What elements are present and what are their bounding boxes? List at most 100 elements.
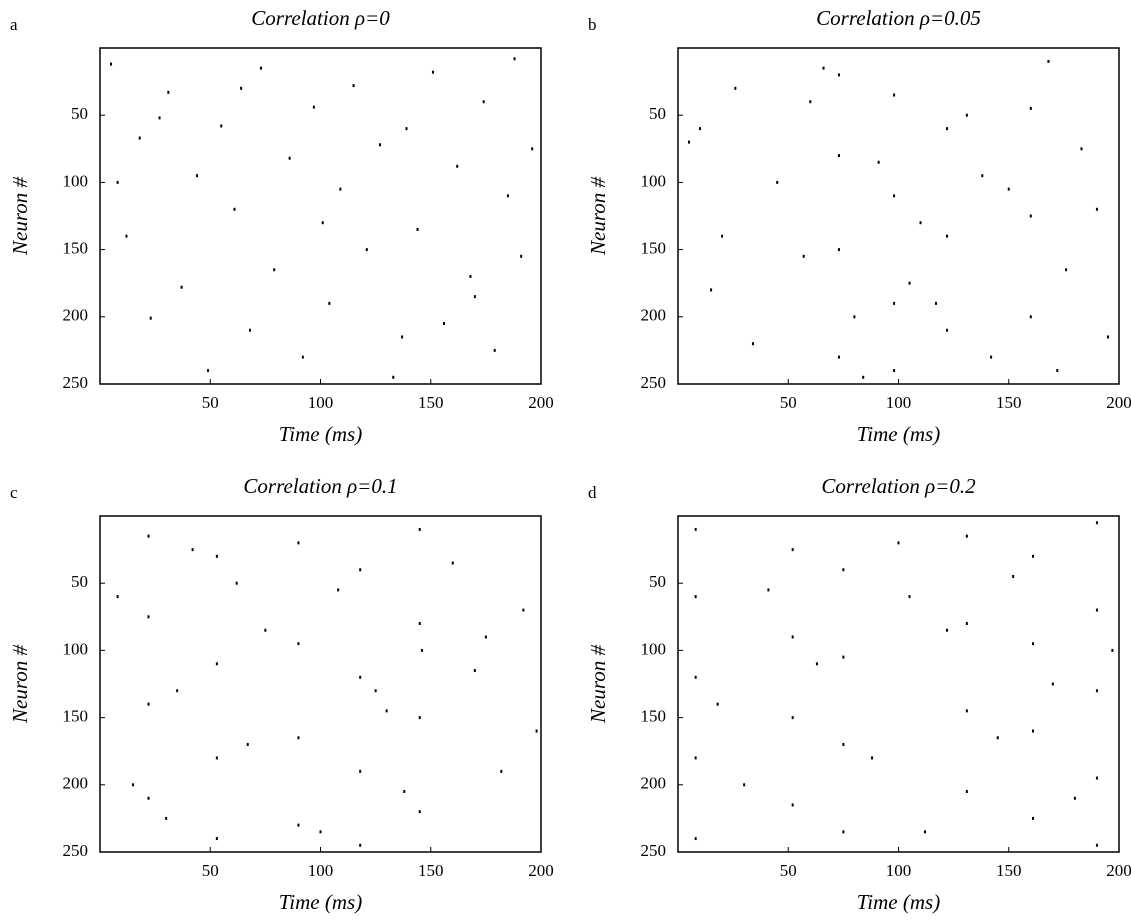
- spike: [473, 669, 476, 673]
- spike: [473, 295, 476, 299]
- spike: [1051, 682, 1054, 686]
- spike: [1095, 521, 1098, 525]
- y-tick-label: 50: [71, 104, 88, 123]
- spike: [110, 62, 113, 66]
- x-tick-label: 50: [780, 393, 797, 412]
- y-tick-label: 250: [63, 841, 89, 860]
- spike: [392, 375, 395, 379]
- y-axis-label: Neuron #: [8, 645, 32, 724]
- y-tick-label: 200: [63, 306, 89, 325]
- x-axis-label: Time (ms): [279, 422, 362, 446]
- spike: [893, 194, 896, 198]
- y-axis-label: Neuron #: [586, 177, 610, 256]
- spike: [297, 823, 300, 827]
- spike: [116, 180, 119, 184]
- spike: [837, 73, 840, 77]
- spike: [767, 588, 770, 592]
- spike: [871, 756, 874, 760]
- spike: [359, 843, 362, 847]
- spike: [456, 164, 459, 168]
- spike: [520, 254, 523, 258]
- panel-title: Correlation ρ=0.05: [816, 6, 981, 30]
- panel-letter: b: [588, 15, 597, 34]
- x-tick-label: 150: [996, 393, 1022, 412]
- x-tick-label: 150: [418, 861, 444, 880]
- spike: [1032, 554, 1035, 558]
- spike: [165, 816, 168, 820]
- spike: [1073, 796, 1076, 800]
- spike: [809, 100, 812, 104]
- spike: [1095, 207, 1098, 211]
- y-tick-label: 100: [63, 639, 89, 658]
- spike: [451, 561, 454, 565]
- spike: [418, 716, 421, 720]
- spike: [385, 709, 388, 713]
- spike: [934, 301, 937, 305]
- spike: [500, 769, 503, 773]
- spike: [1095, 689, 1098, 693]
- spike: [893, 301, 896, 305]
- spike: [694, 675, 697, 679]
- spike: [442, 322, 445, 326]
- spike: [1095, 843, 1098, 847]
- spike: [273, 268, 276, 272]
- spike: [946, 234, 949, 238]
- y-tick-label: 200: [641, 774, 667, 793]
- spike: [965, 790, 968, 794]
- y-tick-label: 250: [63, 373, 89, 392]
- spike: [694, 527, 697, 531]
- spike: [207, 369, 210, 373]
- spike: [215, 662, 218, 666]
- spike: [535, 729, 538, 733]
- spike: [791, 635, 794, 639]
- spike: [1012, 574, 1015, 578]
- spike: [1106, 335, 1109, 339]
- spike: [688, 140, 691, 144]
- spike: [147, 796, 150, 800]
- spike: [138, 136, 141, 140]
- spike: [220, 124, 223, 128]
- spike: [694, 837, 697, 841]
- x-tick-label: 200: [1106, 393, 1131, 412]
- y-tick-label: 150: [641, 707, 667, 726]
- x-tick-label: 200: [528, 393, 554, 412]
- spike: [822, 66, 825, 70]
- spike: [288, 156, 291, 160]
- spike: [791, 716, 794, 720]
- spike: [405, 127, 408, 131]
- spike: [196, 174, 199, 178]
- x-tick-label: 200: [528, 861, 554, 880]
- spike: [946, 628, 949, 632]
- spike: [842, 830, 845, 834]
- spike: [418, 527, 421, 531]
- x-tick-label: 100: [308, 861, 334, 880]
- spike: [837, 355, 840, 359]
- y-tick-label: 250: [641, 841, 667, 860]
- spike: [1032, 729, 1035, 733]
- spike: [365, 248, 368, 252]
- spike: [815, 662, 818, 666]
- spike: [981, 174, 984, 178]
- spike: [374, 689, 377, 693]
- x-tick-label: 50: [202, 861, 219, 880]
- spike: [842, 655, 845, 659]
- y-axis-label: Neuron #: [8, 177, 32, 256]
- x-tick-label: 100: [308, 393, 334, 412]
- spike: [235, 581, 238, 585]
- spike: [401, 335, 404, 339]
- spike: [147, 702, 150, 706]
- spike: [506, 194, 509, 198]
- y-tick-label: 150: [63, 707, 89, 726]
- x-tick-label: 50: [202, 393, 219, 412]
- spike: [379, 143, 382, 147]
- x-tick-label: 50: [780, 861, 797, 880]
- spike: [694, 595, 697, 599]
- spike: [694, 756, 697, 760]
- y-tick-label: 250: [641, 373, 667, 392]
- spike: [893, 369, 896, 373]
- y-tick-label: 50: [71, 572, 88, 591]
- spike: [328, 301, 331, 305]
- y-axis-label: Neuron #: [586, 645, 610, 724]
- spike: [862, 375, 865, 379]
- spike: [897, 541, 900, 545]
